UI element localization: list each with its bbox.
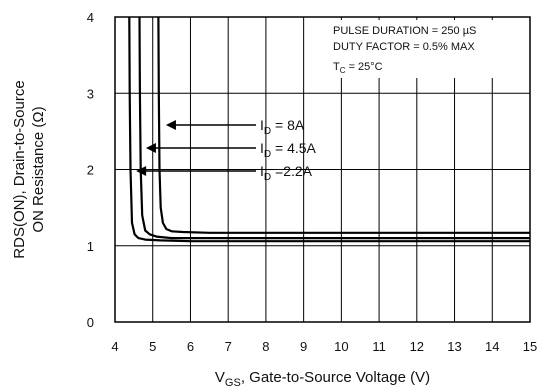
x-tick-6: 6: [187, 339, 194, 354]
x-axis-label-rest: , Gate-to-Source Voltage (V): [241, 369, 430, 386]
callout-label-sub-3: D: [264, 172, 271, 183]
callout-label-1: ID = 8A: [260, 117, 305, 137]
x-axis-label: VGS, Gate-to-Source Voltage (V): [215, 369, 430, 389]
callout-label-3: ID =2.2A: [260, 163, 313, 183]
series-line-3: [128, 16, 530, 243]
callout-arrowhead-1: [165, 120, 176, 130]
callout-label-sub-2: D: [264, 149, 271, 160]
x-tick-14: 14: [485, 339, 499, 354]
callout-label-main-3: I: [260, 163, 264, 179]
y-tick-1: 1: [87, 239, 94, 254]
x-tick-11: 11: [372, 339, 386, 354]
x-tick-15: 15: [523, 339, 537, 354]
x-axis-label-sub: GS: [225, 377, 241, 389]
x-tick-7: 7: [225, 339, 232, 354]
x-tick-10: 10: [334, 339, 348, 354]
callout-arrowhead-3: [136, 166, 147, 176]
x-tick-12: 12: [410, 339, 424, 354]
x-tick-13: 13: [447, 339, 461, 354]
y-axis-label-line2: ON Resistance (Ω): [30, 106, 47, 232]
x-axis-label-main: V: [215, 369, 225, 386]
callout-label-sub-1: D: [264, 126, 271, 137]
conditions-box: [330, 20, 526, 78]
note-temperature-rest: = 25°C: [346, 61, 383, 73]
callout-label-main-1: I: [260, 117, 264, 133]
callout-label-rest-2: = 4.5A: [271, 140, 316, 156]
callout-label-2: ID = 4.5A: [260, 140, 317, 160]
y-tick-2: 2: [87, 163, 94, 178]
callout-label-rest-3: =2.2A: [271, 163, 313, 179]
y-tick-4: 4: [87, 10, 94, 25]
note-temperature-sub: C: [340, 66, 346, 75]
x-tick-8: 8: [262, 339, 269, 354]
y-tick-3: 3: [87, 86, 94, 101]
note-temperature-main: T: [333, 61, 340, 73]
note-pulse-duration: PULSE DURATION = 250 µS: [333, 25, 476, 37]
y-axis-label-line1: RDS(ON), Drain-to-Source: [11, 80, 28, 258]
callout-label-rest-1: = 8A: [271, 117, 305, 133]
callout-label-main-2: I: [260, 140, 264, 156]
callout-arrowhead-2: [145, 143, 156, 153]
plot-frame: [114, 16, 531, 323]
note-temperature: TC = 25°C: [333, 61, 383, 75]
y-tick-labels: 0 1 2 3 4: [87, 10, 94, 330]
y-tick-0: 0: [87, 315, 94, 330]
x-tick-labels: 4 5 6 7 8 9 10 11 12 13 14 15: [111, 339, 537, 354]
note-duty-factor: DUTY FACTOR = 0.5% MAX: [333, 41, 475, 53]
series-line-1: [157, 16, 530, 234]
x-tick-5: 5: [149, 339, 156, 354]
x-tick-4: 4: [111, 339, 118, 354]
x-tick-9: 9: [300, 339, 307, 354]
